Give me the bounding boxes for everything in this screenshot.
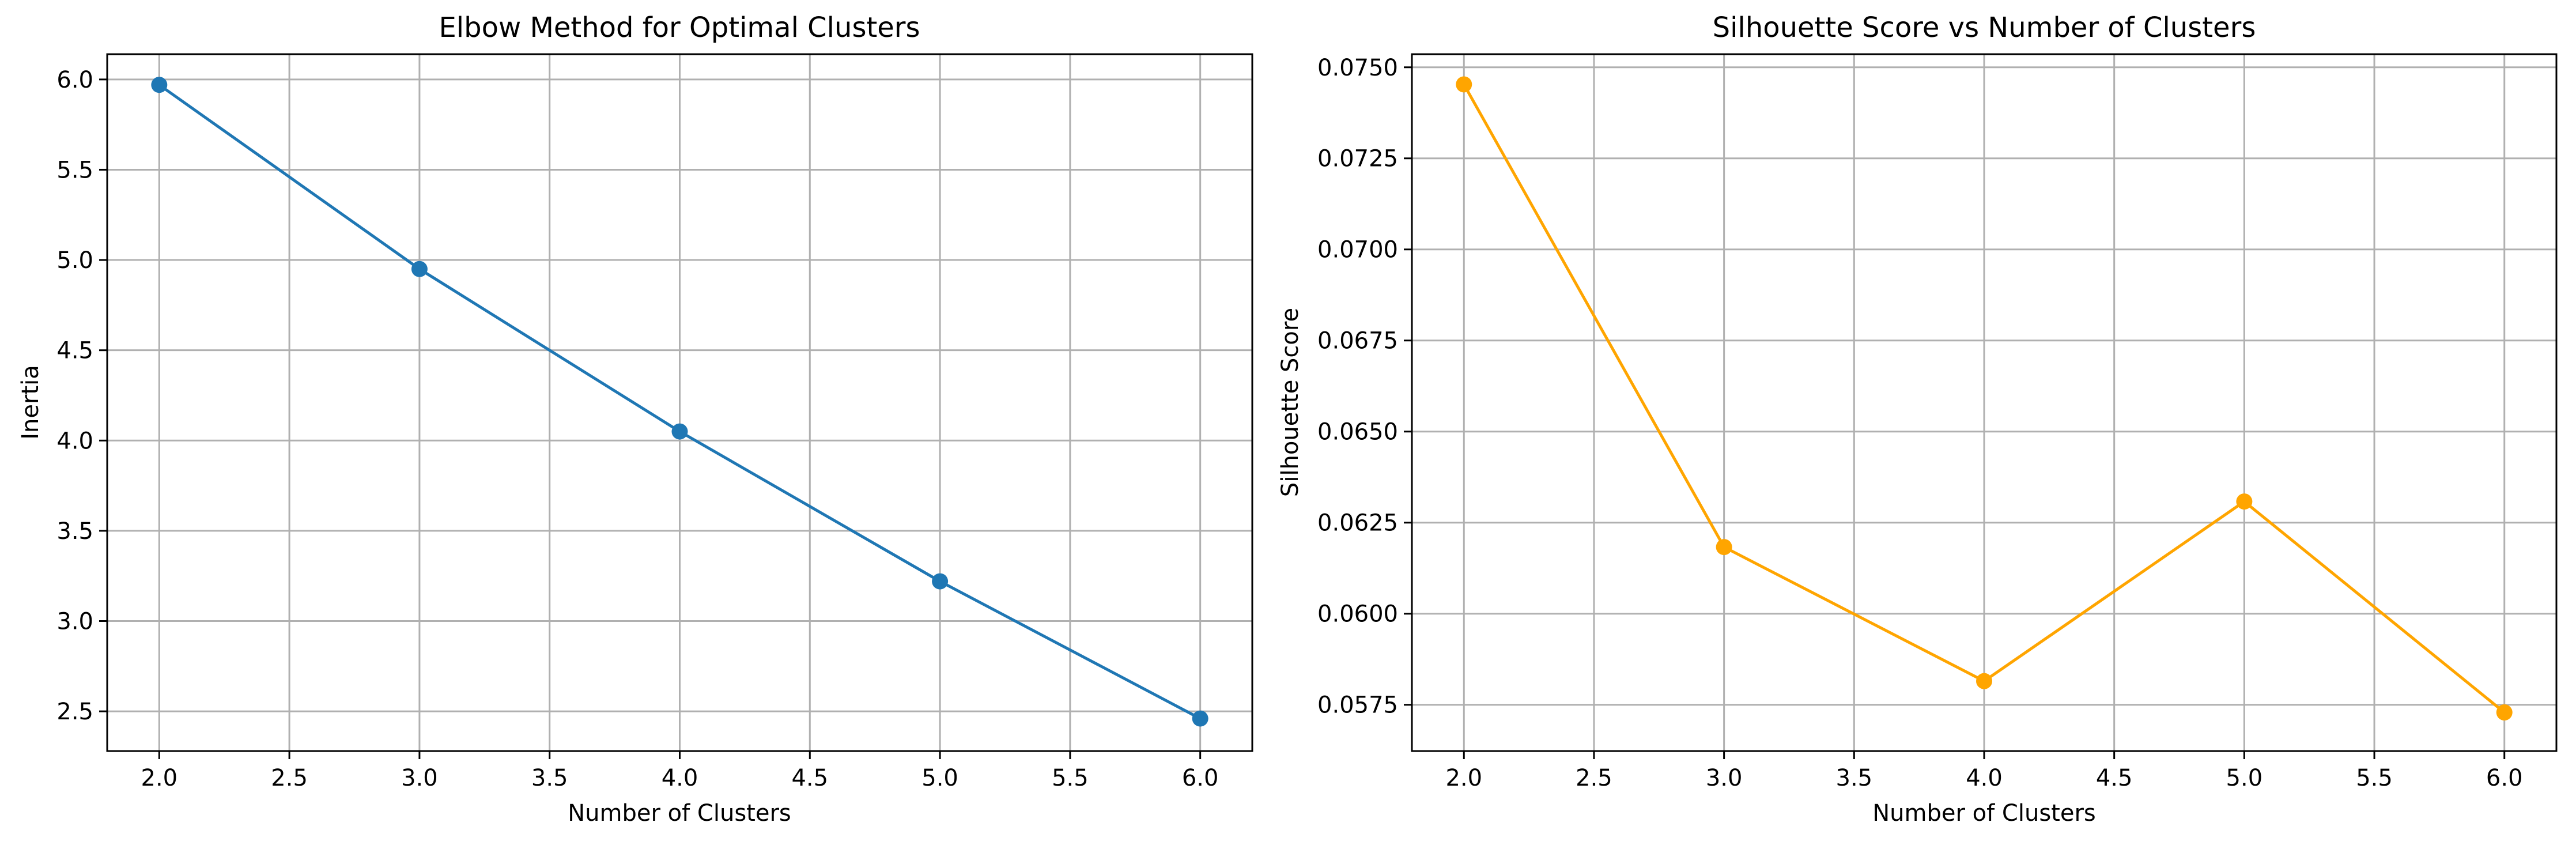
elbow-data-point — [411, 261, 428, 277]
elbow-y-tick-label: 2.5 — [56, 699, 93, 725]
silhouette-data-point — [1716, 539, 1732, 556]
silhouette-x-ticks: 2.0 2.5 3.0 3.5 4.0 4.5 5.0 5.5 6.0 — [1445, 751, 2523, 791]
silhouette-data-point — [1456, 76, 1472, 93]
elbow-grid — [107, 54, 1252, 751]
silhouette-data-point — [2496, 704, 2513, 721]
silhouette-y-tick-label: 0.0575 — [1317, 692, 1398, 719]
silhouette-y-tick-label: 0.0675 — [1317, 328, 1398, 354]
silhouette-y-tick-label: 0.0625 — [1317, 510, 1398, 537]
elbow-series — [151, 77, 1208, 727]
silhouette-y-axis-label: Silhouette Score — [1277, 308, 1304, 497]
elbow-x-tick-label: 3.0 — [401, 765, 438, 791]
silhouette-data-point — [1976, 673, 1992, 689]
elbow-y-tick-label: 5.5 — [56, 157, 93, 183]
silhouette-x-tick-label: 3.5 — [1836, 765, 1873, 791]
elbow-y-tick-label: 3.0 — [56, 608, 93, 635]
silhouette-y-tick-label: 0.0725 — [1317, 146, 1398, 172]
silhouette-x-tick-label: 6.0 — [2486, 765, 2523, 791]
silhouette-x-tick-label: 4.5 — [2096, 765, 2133, 791]
elbow-data-point — [1192, 710, 1208, 727]
silhouette-x-tick-label: 3.0 — [1706, 765, 1743, 791]
elbow-y-axis-label: Inertia — [17, 365, 44, 440]
silhouette-y-tick-label: 0.0650 — [1317, 419, 1398, 446]
silhouette-x-tick-label: 2.0 — [1445, 765, 1482, 791]
silhouette-data-point — [2236, 493, 2253, 510]
silhouette-chart-title: Silhouette Score vs Number of Clusters — [1713, 12, 2256, 44]
elbow-data-point — [932, 573, 949, 590]
elbow-x-ticks: 2.0 2.5 3.0 3.5 4.0 4.5 5.0 5.5 6.0 — [141, 751, 1219, 791]
silhouette-x-tick-label: 5.0 — [2226, 765, 2263, 791]
elbow-y-tick-label: 3.5 — [56, 518, 93, 545]
silhouette-y-tick-label: 0.0600 — [1317, 601, 1398, 628]
silhouette-x-tick-label: 2.5 — [1576, 765, 1612, 791]
elbow-x-axis-label: Number of Clusters — [568, 800, 791, 827]
silhouette-grid — [1412, 54, 2556, 751]
elbow-x-tick-label: 4.5 — [791, 765, 828, 791]
elbow-x-tick-label: 6.0 — [1182, 765, 1219, 791]
silhouette-y-tick-label: 0.0700 — [1317, 237, 1398, 263]
elbow-data-point — [151, 77, 168, 93]
elbow-y-tick-label: 5.0 — [56, 247, 93, 274]
silhouette-series — [1456, 76, 2513, 721]
elbow-y-ticks: 2.5 3.0 3.5 4.0 4.5 5.0 5.5 6.0 — [56, 67, 107, 725]
elbow-x-tick-label: 2.0 — [141, 765, 178, 791]
elbow-y-tick-label: 4.5 — [56, 338, 93, 364]
elbow-chart-title: Elbow Method for Optimal Clusters — [439, 12, 920, 44]
elbow-y-tick-label: 4.0 — [56, 428, 93, 454]
elbow-data-point — [671, 423, 688, 440]
silhouette-chart: 2.0 2.5 3.0 3.5 4.0 4.5 5.0 5.5 6.0 0.0575 0.0600… — [1277, 12, 2558, 827]
elbow-y-tick-label: 6.0 — [56, 67, 93, 93]
silhouette-x-axis-label: Number of Clusters — [1872, 800, 2095, 827]
elbow-x-tick-label: 5.5 — [1052, 765, 1089, 791]
elbow-x-tick-label: 2.5 — [271, 765, 308, 791]
silhouette-y-tick-label: 0.0750 — [1317, 55, 1398, 81]
silhouette-y-ticks: 0.0575 0.0600 0.0625 0.0650 0.0675 0.0700 0.07… — [1317, 55, 1412, 719]
elbow-x-tick-label: 5.0 — [921, 765, 958, 791]
elbow-chart: 2.0 2.5 3.0 3.5 4.0 4.5 5.0 5.5 6.0 2.5 3.0 3.5 4.0… — [17, 12, 1253, 827]
silhouette-x-tick-label: 4.0 — [1966, 765, 2003, 791]
elbow-x-tick-label: 3.5 — [531, 765, 568, 791]
elbow-x-tick-label: 4.0 — [662, 765, 698, 791]
silhouette-x-tick-label: 5.5 — [2356, 765, 2393, 791]
